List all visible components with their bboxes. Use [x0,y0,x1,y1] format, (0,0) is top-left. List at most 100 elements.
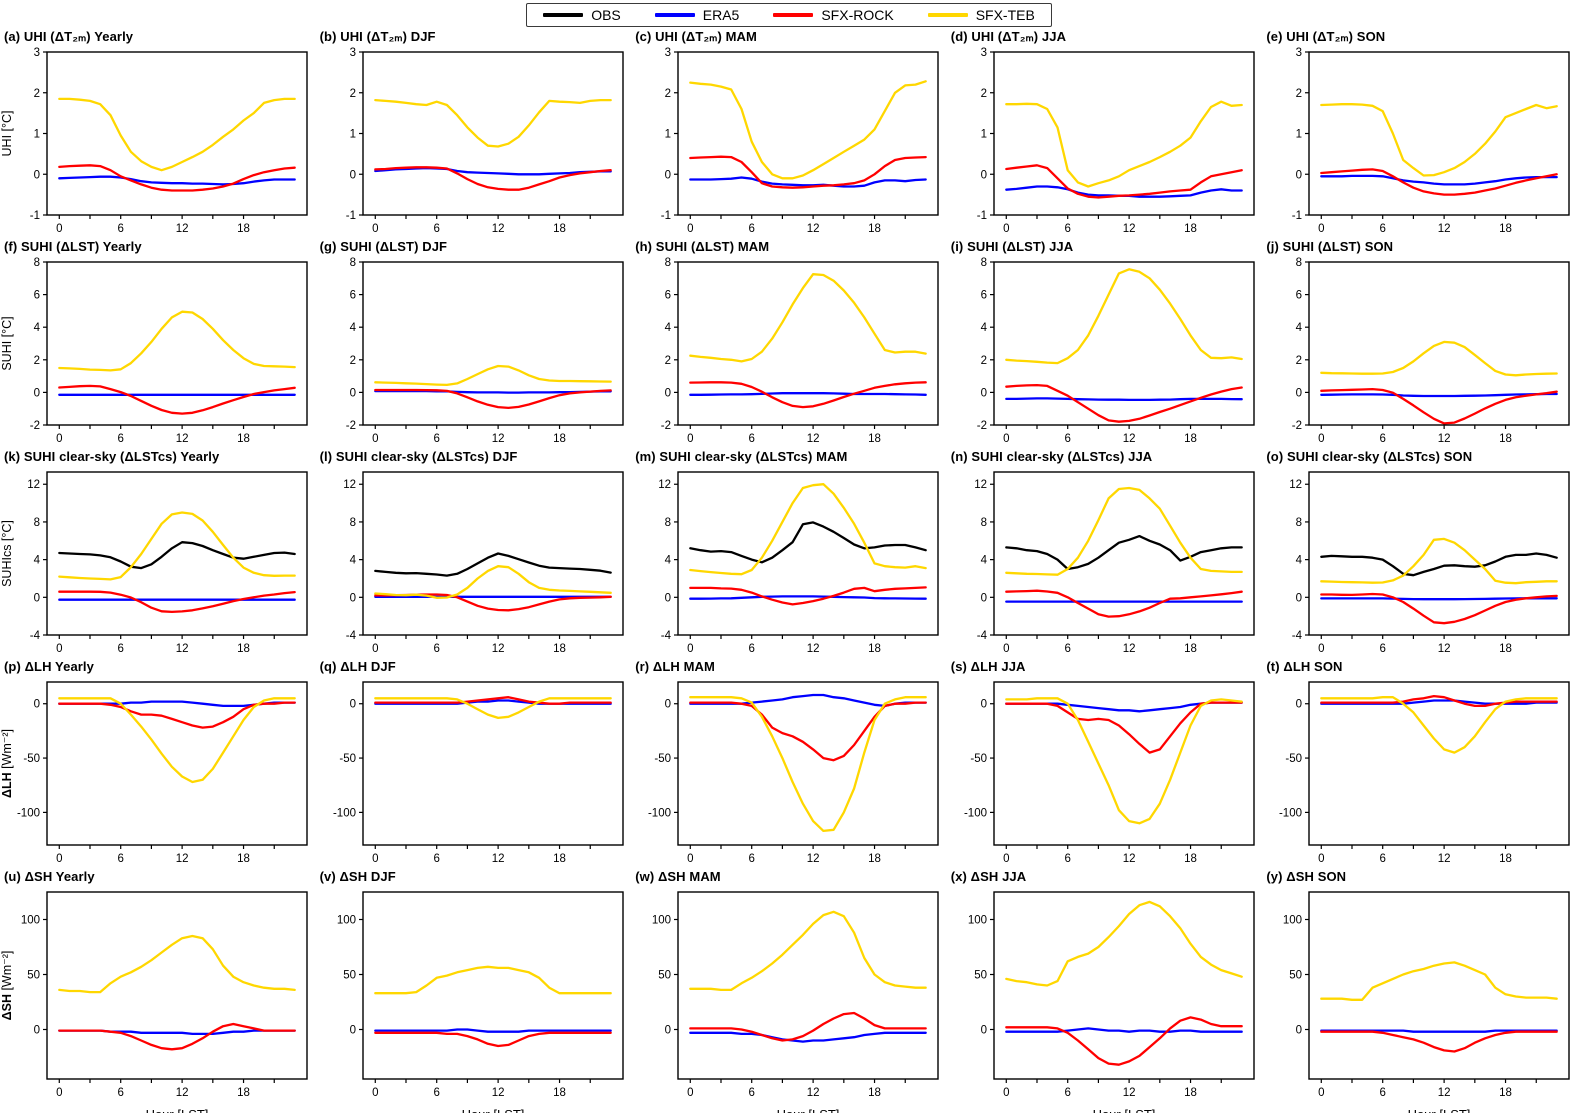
x-tick-label: 18 [1184,853,1197,865]
x-tick-label: 18 [1500,853,1513,865]
y-tick-label: 4 [665,322,672,334]
x-tick-label: 0 [372,643,378,655]
series-line-era5 [58,175,296,186]
series-line-sfx-teb [689,910,928,992]
x-tick-label: 12 [176,433,189,445]
legend-item-era5: ERA5 [654,7,739,23]
series-line-sfx-teb [373,364,612,387]
y-tick-label: 12 [343,479,356,491]
y-tick-label: 8 [1296,517,1302,529]
x-tick-label: 6 [749,643,755,655]
series-line-sfx-teb [373,98,612,148]
x-tick-label: 12 [491,223,504,235]
x-tick-label: 0 [372,853,378,865]
x-tick-label: 6 [1380,433,1386,445]
series-line-era5 [1320,392,1559,398]
legend-swatch-obs [543,13,584,17]
y-tick-label: 4 [980,555,987,567]
panel-title-h: (h) SUHI (ΔLST) MAM [635,239,770,254]
x-tick-label: 6 [433,223,439,235]
series-line-sfx-rock [1320,168,1559,196]
x-tick-label: 18 [1184,433,1197,445]
x-tick-label: 18 [868,643,881,655]
x-tick-label: 0 [687,223,693,235]
x-tick-label: 18 [237,223,250,235]
series-line-sfx-rock [373,696,612,705]
panel-title-x: (x) ΔSH JJA [950,869,1027,884]
panel-m: (m) SUHI clear-sky (ΔLSTcs) MAM -4 0 4 8 12 0 6… [631,447,947,657]
series-line-obs [689,521,928,564]
y-tick-label: 100 [968,915,987,927]
series-line-sfx-rock [58,164,296,192]
x-tick-label: 12 [176,1087,189,1099]
y-tick-label: 8 [1296,257,1302,269]
x-axis-label: Hour [LST] [1408,1107,1471,1113]
x-tick-label: 0 [1318,643,1324,655]
x-tick-label: 0 [687,853,693,865]
x-tick-label: 0 [1318,853,1324,865]
series-line-sfx-teb [689,273,928,363]
y-tick-label: -4 [345,630,356,642]
y-tick-label: 0 [980,699,986,711]
y-tick-label: 4 [34,322,41,334]
x-tick-label: 6 [433,853,439,865]
panel-title-u: (u) ΔSH Yearly [4,869,95,884]
panel-c: (c) UHI (ΔT₂ₘ) MAM -1 0 1 2 3 0 6 12 18 [631,27,947,237]
panel-v: (v) ΔSH DJF 0 50 100 0 6 12 18 Hour [LST] [316,867,632,1113]
y-tick-label: -1 [661,210,671,222]
x-tick-label: 12 [1123,1087,1136,1099]
panel-title-c: (c) UHI (ΔT₂ₘ) MAM [635,29,757,44]
y-tick-label: 2 [1296,88,1302,100]
x-tick-label: 12 [807,1087,820,1099]
x-tick-label: 12 [1438,1087,1451,1099]
legend-label: SFX-ROCK [821,7,894,23]
panel-k: (k) SUHI clear-sky (ΔLSTcs) Yearly -4 0 4 8 1… [0,447,316,657]
y-tick-label: 0 [34,592,40,604]
y-tick-label: 3 [34,47,40,59]
y-tick-label: -2 [977,420,987,432]
series-line-obs [373,552,612,577]
panel-title-q: (q) ΔLH DJF [319,659,396,674]
panel-q: (q) ΔLH DJF -100 -50 0 0 6 12 18 [316,657,632,867]
x-tick-label: 18 [1500,223,1513,235]
legend-item-sfx-teb: SFX-TEB [927,7,1035,23]
x-tick-label: 6 [1380,853,1386,865]
chart-q: -100 -50 0 0 6 12 18 [333,681,624,865]
x-tick-label: 18 [553,223,566,235]
series-line-sfx-rock [1320,1030,1559,1053]
y-tick-label: -2 [661,420,671,432]
panel-title-m: (m) SUHI clear-sky (ΔLSTcs) MAM [635,449,848,464]
series-line-obs [58,541,296,570]
series-line-sfx-teb [373,697,612,720]
panel-title-a: (a) UHI (ΔT₂ₘ) Yearly [4,29,134,44]
x-tick-label: 18 [553,1087,566,1099]
x-tick-label: 6 [1064,223,1070,235]
panel-l: (l) SUHI clear-sky (ΔLSTcs) DJF -4 0 4 8 12 0 6… [316,447,632,657]
x-tick-label: 18 [868,1087,881,1099]
y-tick-label: 1 [1296,129,1302,141]
series-line-era5 [373,166,612,176]
series-line-sfx-teb [58,697,296,784]
x-tick-label: 12 [491,433,504,445]
y-tick-label: 0 [980,169,986,181]
y-tick-label: 0 [980,592,986,604]
x-tick-label: 0 [1003,643,1009,655]
x-tick-label: 6 [1380,223,1386,235]
x-tick-label: 0 [1318,1087,1324,1099]
y-tick-label: 0 [349,592,355,604]
panel-t: (t) ΔLH SON -100 -50 0 0 6 12 18 [1262,657,1578,867]
panel-b: (b) UHI (ΔT₂ₘ) DJF -1 0 1 2 3 0 6 12 18 [316,27,632,237]
x-tick-label: 12 [176,643,189,655]
series-line-sfx-rock [1004,701,1243,754]
y-axis-label: UHI [°C] [0,111,14,157]
panel-f: (f) SUHI (ΔLST) Yearly -2 0 2 4 6 8 0 6 12 18 SUHI … [0,237,316,447]
legend-swatch-sfx-rock [773,13,814,17]
x-tick-label: 12 [1438,433,1451,445]
legend-label: SFX-TEB [975,7,1035,23]
x-tick-label: 6 [433,433,439,445]
series-line-era5 [1004,1027,1243,1033]
x-tick-label: 6 [749,1087,755,1099]
y-tick-label: 2 [34,88,40,100]
series-line-sfx-rock [1320,592,1559,625]
